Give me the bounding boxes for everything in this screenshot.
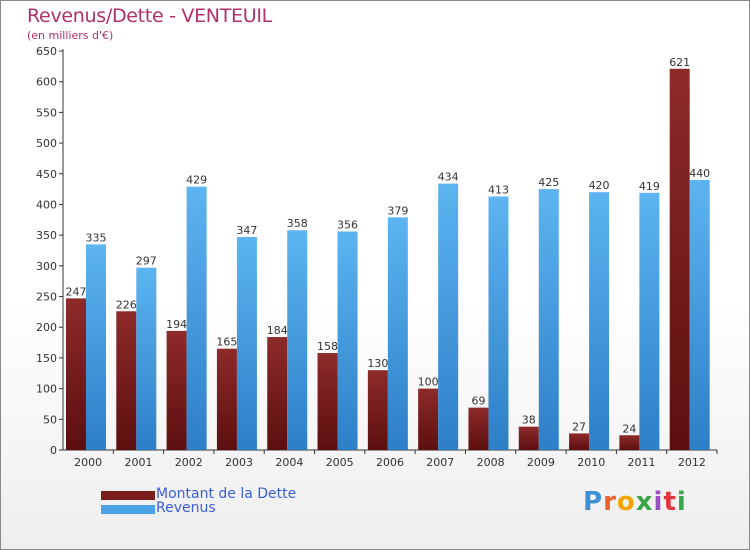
x-tick-label: 2012	[678, 456, 706, 469]
bar-revenus	[186, 186, 207, 450]
x-tick-label: 2009	[527, 456, 555, 469]
data-label-dette: 158	[317, 340, 338, 353]
x-tick-label: 2003	[225, 456, 253, 469]
data-label-revenus: 440	[689, 167, 710, 180]
bar-dette	[619, 435, 640, 450]
x-tick-label: 2002	[175, 456, 203, 469]
bar-dette	[518, 426, 539, 450]
y-tick-label: 200	[36, 321, 57, 334]
y-tick-label: 100	[36, 383, 57, 396]
data-label-dette: 165	[216, 336, 237, 349]
bar-revenus	[589, 192, 610, 450]
data-label-revenus: 413	[488, 183, 509, 196]
x-tick-label: 2007	[426, 456, 454, 469]
legend-swatch-dette	[101, 491, 155, 500]
bar-dette	[569, 433, 590, 450]
logo-letter: t	[663, 487, 677, 517]
data-label-dette: 194	[166, 318, 187, 331]
proxiti-logo: Proxiti	[583, 487, 687, 517]
x-tick-label: 2000	[74, 456, 102, 469]
bar-revenus	[337, 231, 358, 450]
y-tick-label: 150	[36, 352, 57, 365]
x-tick-label: 2005	[326, 456, 354, 469]
legend-label-revenus: Revenus	[156, 500, 216, 516]
y-tick-label: 650	[36, 45, 57, 58]
x-tick-label: 2004	[275, 456, 303, 469]
bar-revenus	[438, 183, 459, 451]
logo-letter: o	[616, 487, 636, 517]
data-label-revenus: 420	[589, 179, 610, 192]
data-label-revenus: 297	[136, 255, 157, 268]
logo-letter: r	[603, 487, 617, 517]
bar-dette	[317, 353, 338, 450]
y-tick-label: 300	[36, 260, 57, 273]
data-label-revenus: 379	[387, 204, 408, 217]
data-label-dette: 247	[66, 285, 87, 298]
y-tick-label: 550	[36, 106, 57, 119]
x-tick-label: 2001	[124, 456, 152, 469]
y-tick-label: 500	[36, 137, 57, 150]
chart-subtitle: (en milliers d'€)	[27, 29, 114, 42]
data-label-revenus: 358	[287, 217, 308, 230]
bar-revenus	[136, 267, 157, 450]
bar-revenus	[86, 244, 106, 450]
x-tick-label: 2010	[577, 456, 605, 469]
logo-letter: i	[676, 487, 687, 517]
bar-dette	[116, 311, 137, 450]
bar-dette	[468, 407, 489, 450]
data-label-revenus: 434	[438, 171, 459, 184]
data-label-revenus: 425	[538, 176, 559, 189]
data-label-dette: 69	[471, 395, 485, 408]
x-tick-label: 2006	[376, 456, 404, 469]
data-label-revenus: 356	[337, 218, 358, 231]
data-label-dette: 226	[116, 298, 137, 311]
bar-dette	[66, 298, 86, 450]
bar-revenus	[538, 189, 559, 450]
logo-letter: x	[635, 487, 654, 517]
data-label-dette: 100	[418, 376, 439, 389]
legend-swatch-revenus	[101, 505, 155, 514]
bar-revenus	[689, 179, 710, 450]
logo-letter: i	[653, 487, 664, 517]
logo-letter: P	[583, 487, 604, 517]
chart-title: Revenus/Dette - VENTEUIL	[27, 5, 272, 27]
data-label-revenus: 419	[639, 180, 660, 193]
data-label-dette: 130	[367, 357, 388, 370]
y-tick-label: 250	[36, 291, 57, 304]
y-tick-label: 0	[50, 444, 57, 457]
bar-revenus	[488, 196, 509, 450]
bar-dette	[216, 348, 237, 450]
data-label-dette: 184	[267, 324, 288, 337]
bar-dette	[166, 330, 187, 450]
x-tick-label: 2011	[628, 456, 656, 469]
data-label-dette: 24	[622, 422, 636, 435]
y-tick-label: 600	[36, 76, 57, 89]
y-tick-label: 350	[36, 229, 57, 242]
bar-revenus	[287, 230, 308, 450]
y-tick-label: 50	[43, 413, 57, 426]
bar-dette	[418, 388, 439, 450]
data-label-revenus: 335	[86, 231, 107, 244]
data-label-revenus: 429	[186, 174, 207, 187]
data-label-revenus: 347	[236, 224, 257, 237]
bar-dette	[669, 68, 690, 450]
legend-label-dette: Montant de la Dette	[156, 486, 297, 502]
data-label-dette: 38	[522, 414, 536, 427]
bar-dette	[267, 337, 288, 450]
bar-dette	[367, 370, 388, 450]
data-label-dette: 621	[669, 56, 690, 69]
bar-revenus	[387, 217, 408, 450]
x-tick-label: 2008	[477, 456, 505, 469]
bar-revenus	[639, 192, 660, 450]
bar-revenus	[236, 236, 257, 450]
y-tick-label: 400	[36, 198, 57, 211]
data-label-dette: 27	[572, 420, 586, 433]
y-tick-label: 450	[36, 168, 57, 181]
